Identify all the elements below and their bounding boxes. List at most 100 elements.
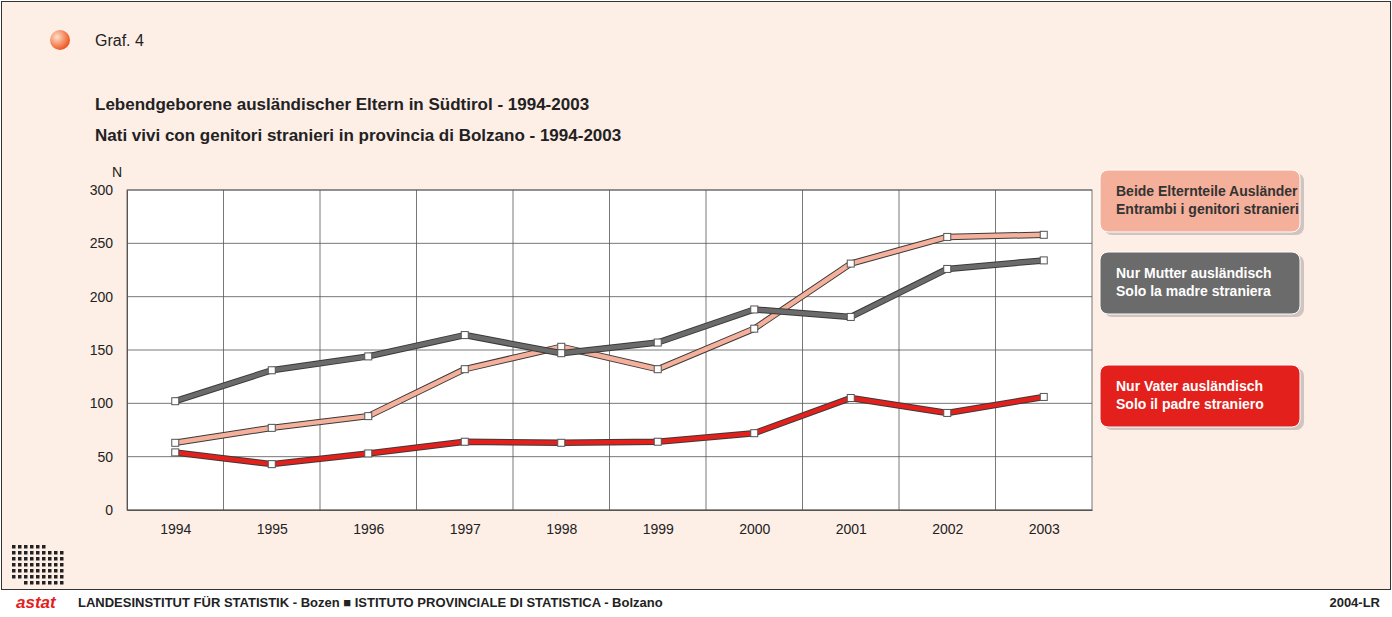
logo-dot — [42, 563, 46, 567]
source: LANDESINSTITUT FÜR STATISTIK - Bozen ■ I… — [78, 595, 663, 610]
grid-line-x — [223, 190, 224, 510]
y-axis: 0 50 100 150 200 250 300 — [90, 182, 128, 518]
logo-dot — [18, 545, 22, 549]
grid-line-x — [416, 190, 417, 510]
grid-line-x — [899, 190, 900, 510]
tick: 2003 — [1029, 510, 1060, 537]
tick-label: 200 — [90, 289, 114, 305]
grid — [127, 190, 1092, 510]
legend-box — [1100, 170, 1300, 232]
tick-label: 1995 — [257, 521, 288, 537]
logo-dot — [60, 575, 64, 579]
logo-dot — [18, 551, 22, 555]
marker — [944, 265, 951, 272]
marker — [751, 306, 758, 313]
tick-label: 50 — [97, 449, 113, 465]
tick-label: 0 — [105, 502, 113, 518]
tick: 2001 — [836, 510, 867, 537]
tick: 2002 — [932, 510, 963, 537]
marker — [847, 260, 854, 267]
logo-dot — [42, 557, 46, 561]
logo-dot — [48, 569, 52, 573]
source-code: 2004-LR — [1329, 595, 1380, 610]
tick: 100 — [90, 395, 127, 411]
logo-dot — [18, 563, 22, 567]
marker — [172, 449, 179, 456]
legend: Beide Elternteile AusländerEntrambi i ge… — [1100, 170, 1304, 430]
x-axis: 1994199519961997199819992000200120022003 — [128, 510, 1093, 537]
logo-dot — [42, 575, 46, 579]
grid-line-x — [802, 190, 803, 510]
legend-box — [1100, 365, 1300, 427]
axis-line — [127, 191, 128, 511]
tick: 50 — [97, 449, 127, 465]
tick: 200 — [90, 289, 127, 305]
line — [175, 260, 1044, 401]
logo-dot — [12, 557, 16, 561]
logo-dot — [12, 545, 16, 549]
logo-dot — [54, 557, 58, 561]
tick-label: 2000 — [739, 521, 770, 537]
tick-label: 150 — [90, 342, 114, 358]
marker — [461, 332, 468, 339]
tick-label: 300 — [90, 182, 114, 198]
logo-dot — [24, 569, 28, 573]
tick-label: 2003 — [1029, 521, 1060, 537]
tick: 1994 — [160, 510, 191, 537]
line-outline — [175, 260, 1044, 401]
tick: 1995 — [257, 510, 288, 537]
legend-label: Beide Elternteile AusländerEntrambi i ge… — [1116, 183, 1299, 217]
tick-label: 250 — [90, 235, 114, 251]
logo-dot — [18, 575, 22, 579]
marker — [1040, 231, 1047, 238]
logo-dot — [12, 563, 16, 567]
tick-label: 100 — [90, 395, 114, 411]
marker — [847, 395, 854, 402]
subtitle: Nati vivi con genitori stranieri in prov… — [95, 126, 621, 145]
marker — [654, 339, 661, 346]
marker — [268, 461, 275, 468]
logo-dot — [30, 581, 34, 585]
marker — [558, 350, 565, 357]
tick: 300 — [90, 182, 127, 198]
logo-dot — [42, 551, 46, 555]
marker — [268, 367, 275, 374]
logo-dot — [48, 557, 52, 561]
tick-label: 1996 — [353, 521, 384, 537]
logo-dot — [42, 581, 46, 585]
marker — [1040, 257, 1047, 264]
tick: 150 — [90, 342, 127, 358]
line-outline — [175, 235, 1044, 443]
logo-dot — [60, 563, 64, 567]
logo-dot — [54, 563, 58, 567]
bullet — [50, 30, 70, 50]
plot-frame — [127, 190, 1092, 510]
logo-dot — [24, 551, 28, 555]
logo-dot — [48, 575, 52, 579]
logo: astat — [16, 593, 57, 612]
tick-label: 1998 — [546, 521, 577, 537]
logo-dot — [30, 557, 34, 561]
logo-dot — [60, 569, 64, 573]
logo-dot — [48, 551, 52, 555]
legend-box — [1100, 252, 1300, 314]
logo-dot — [30, 575, 34, 579]
marker — [944, 233, 951, 240]
marker — [1040, 393, 1047, 400]
line — [175, 397, 1044, 464]
logo-dot — [30, 563, 34, 567]
logo-dot — [30, 551, 34, 555]
logo-dot — [54, 581, 58, 585]
plot-area — [127, 190, 1092, 510]
logo-dot — [42, 569, 46, 573]
logo-dot — [12, 575, 16, 579]
logo-dot — [54, 569, 58, 573]
tick-label: 1994 — [160, 521, 191, 537]
logo-dot — [60, 551, 64, 555]
logo-dot — [30, 569, 34, 573]
tick: 2000 — [739, 510, 770, 537]
tick: 1997 — [450, 510, 481, 537]
tick-label: 2002 — [932, 521, 963, 537]
tick-label: 2001 — [836, 521, 867, 537]
marker — [172, 439, 179, 446]
